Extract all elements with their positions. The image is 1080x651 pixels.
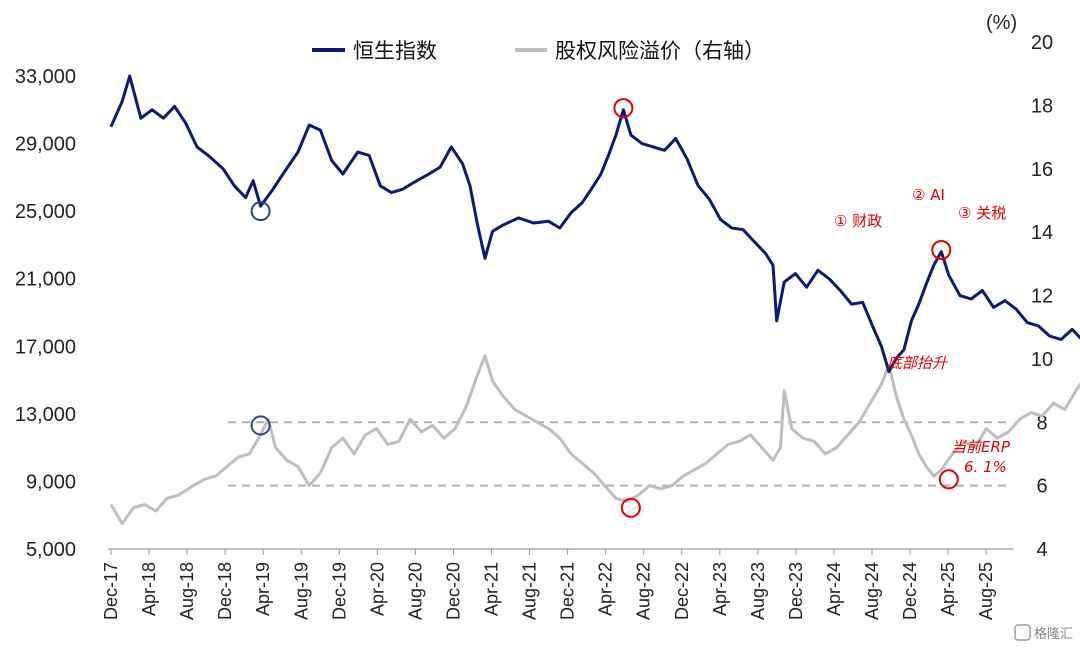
- reference-lines: [228, 421, 1010, 487]
- x-tick-label: Aug-23: [748, 562, 768, 620]
- y-left-tick-label: 13,000: [15, 404, 76, 426]
- y-right-tick-label: 16: [1031, 159, 1053, 181]
- x-axis: Dec-17 Apr-18 Aug-18 Dec-18 Apr-19 Aug-19 Dec-…: [101, 549, 996, 620]
- y-left-tick-label: 29,000: [15, 134, 76, 156]
- y-left-tick-label: 5,000: [26, 539, 76, 561]
- x-tick-label: Apr-22: [596, 562, 616, 616]
- right-axis-unit: (%): [986, 12, 1017, 34]
- x-tick-label: Apr-19: [253, 562, 273, 616]
- x-tick-label: Apr-21: [482, 562, 502, 616]
- highlight-circle-red: [613, 98, 634, 119]
- watermark: 格隆汇: [1014, 624, 1073, 642]
- y-right-tick-label: 8: [1036, 412, 1047, 434]
- x-tick-label: Aug-24: [862, 562, 882, 620]
- y-left-tick-label: 21,000: [15, 269, 76, 291]
- y-right-tick-label: 12: [1031, 286, 1053, 308]
- legend: 恒生指数 股权风险溢价（右轴）: [312, 39, 765, 63]
- x-tick-label: Aug-22: [634, 562, 654, 620]
- annotation-current-erp-value: 6. 1%: [964, 458, 1007, 476]
- x-tick-label: Dec-20: [443, 562, 463, 620]
- y-left-tick-label: 25,000: [15, 201, 76, 223]
- y-right-axis: 20 18 16 14 12 10 8 6 4: [1031, 32, 1053, 561]
- highlight-circle-blue: [250, 201, 271, 222]
- y-right-tick-label: 14: [1031, 222, 1053, 244]
- annotation-bottom-rising: 底部抬升: [887, 354, 948, 372]
- highlight-circle-red: [620, 497, 641, 518]
- x-tick-label: Apr-23: [710, 562, 730, 616]
- x-tick-label: Dec-21: [558, 562, 578, 620]
- series-hsi-line: [109, 74, 1080, 374]
- y-right-tick-label: 4: [1036, 539, 1047, 561]
- y-right-tick-label: 6: [1036, 476, 1047, 498]
- y-left-tick-label: 33,000: [15, 66, 76, 88]
- series: [109, 74, 1080, 526]
- x-tick-label: Apr-24: [824, 562, 844, 616]
- watermark-logo-icon: [1014, 624, 1031, 641]
- x-tick-label: Apr-18: [139, 562, 159, 616]
- highlight-circle-blue: [250, 415, 271, 436]
- y-right-tick-label: 20: [1031, 32, 1053, 54]
- y-left-axis: 33,000 29,000 25,000 21,000 17,000 13,000 9,00…: [15, 66, 76, 561]
- annotation-current-erp: 当前ERP: [951, 438, 1011, 456]
- series-erp-line: [109, 354, 1080, 526]
- annotations: [250, 98, 959, 518]
- annotation-ai: ② AI: [912, 186, 945, 204]
- annotation-fiscal: ① 财政: [834, 212, 882, 230]
- x-tick-label: Aug-21: [520, 562, 540, 620]
- watermark-text: 格隆汇: [1034, 626, 1073, 642]
- x-tick-label: Aug-25: [976, 562, 996, 620]
- highlight-circle-red: [931, 239, 952, 260]
- highlight-circle-red: [938, 469, 959, 490]
- y-left-tick-label: 9,000: [26, 471, 76, 493]
- x-tick-label: Dec-17: [101, 562, 121, 620]
- x-tick-label: Dec-18: [215, 562, 235, 620]
- y-left-tick-label: 17,000: [15, 336, 76, 358]
- x-tick-label: Dec-24: [900, 562, 920, 620]
- annotation-tariff: ③ 关税: [958, 204, 1006, 222]
- y-right-tick-label: 10: [1031, 349, 1053, 371]
- x-tick-label: Apr-25: [938, 562, 958, 616]
- x-tick-label: Dec-19: [329, 562, 349, 620]
- legend-label-erp: 股权风险溢价（右轴）: [555, 39, 765, 63]
- x-tick-label: Dec-23: [786, 562, 806, 620]
- x-tick-label: Aug-19: [291, 562, 311, 620]
- x-tick-label: Aug-18: [177, 562, 197, 620]
- x-tick-label: Aug-20: [405, 562, 425, 620]
- y-right-tick-label: 18: [1031, 95, 1053, 117]
- x-tick-label: Dec-22: [672, 562, 692, 620]
- x-tick-label: Apr-20: [367, 562, 387, 616]
- legend-label-hsi: 恒生指数: [353, 39, 437, 63]
